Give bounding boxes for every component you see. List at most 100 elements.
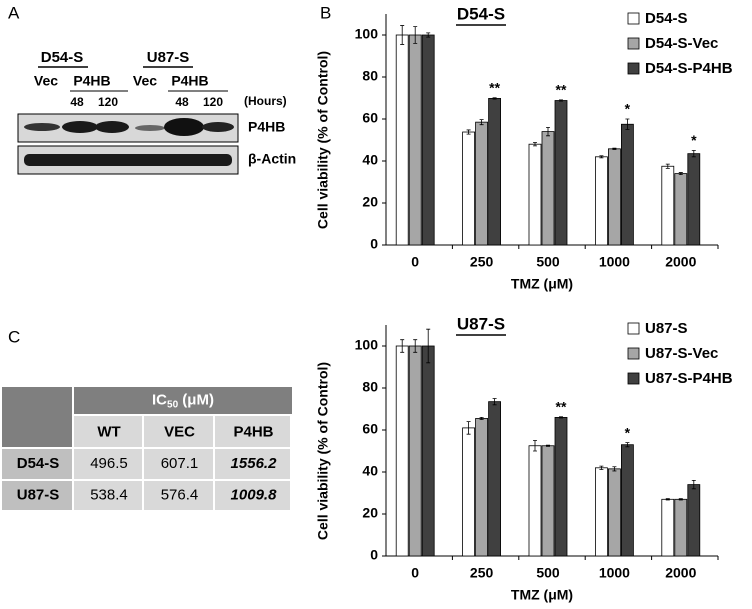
bar [687, 484, 701, 557]
error-bar [400, 339, 405, 353]
table-header-cell [2, 387, 72, 447]
table-cell [144, 449, 213, 479]
bar [595, 467, 608, 557]
x-tick-label: 2000 [665, 254, 696, 270]
error-bar [492, 398, 497, 406]
blot-band [24, 123, 60, 131]
y-tick-label: 40 [362, 152, 378, 168]
bar [554, 416, 568, 557]
y-axis-label: Cell viability (% of Control) [315, 362, 331, 540]
error-bar [691, 150, 696, 158]
table-header-cell [74, 387, 292, 414]
legend-swatch [627, 37, 640, 50]
error-bar [426, 32, 431, 38]
significance: * [625, 424, 631, 440]
legend-label: U87-S-P4HB [645, 370, 733, 387]
legend-label: D54-S [645, 10, 688, 27]
error-bar [559, 416, 563, 419]
bar [421, 345, 435, 557]
bar [595, 156, 608, 246]
bar [674, 173, 688, 246]
chart-title: D54-S [457, 4, 505, 23]
lane-label: Vec [34, 73, 58, 89]
legend-swatch [627, 347, 640, 360]
y-tick-label: 80 [362, 68, 378, 84]
table-cell [74, 481, 142, 510]
error-bar [400, 25, 405, 45]
table-header: IC50 (μM) [152, 391, 214, 410]
y-tick-label: 20 [362, 194, 378, 210]
significance: ** [556, 82, 567, 98]
blot-band [135, 125, 165, 131]
bar [608, 148, 621, 246]
hour-label: 120 [203, 95, 223, 109]
bar [528, 143, 542, 246]
blot-band [24, 154, 232, 166]
table-cell [144, 416, 213, 447]
error-bar [546, 127, 550, 137]
table-value: 607.1 [161, 455, 199, 472]
error-bar [479, 417, 484, 420]
hours-label: (Hours) [244, 94, 287, 108]
legend-label: D54-S-P4HB [645, 60, 733, 77]
bar [395, 34, 409, 246]
y-tick-label: 100 [355, 26, 379, 42]
legend-label: U87-S [645, 320, 688, 337]
bar [554, 100, 568, 246]
y-tick-label: 0 [370, 547, 378, 563]
significance: * [625, 101, 631, 117]
legend-swatch [627, 12, 640, 25]
band-label: β-Actin [248, 151, 296, 167]
bar [674, 498, 688, 557]
error-bar [559, 99, 563, 102]
bar [661, 498, 675, 557]
bar [488, 401, 502, 557]
bar [462, 131, 476, 246]
error-bar [492, 97, 497, 100]
x-tick-label: 0 [411, 565, 419, 581]
blot-band [95, 121, 129, 133]
x-tick-label: 500 [536, 565, 560, 581]
lane-label: P4HB [73, 73, 110, 89]
ic50-table: IC50 (μM) WT VEC P4HB D54-S 496.5 607.1 1556.2 U… [2, 387, 292, 510]
table-cell [215, 416, 290, 447]
y-tick-label: 60 [362, 110, 378, 126]
table-value: 1009.8 [231, 486, 278, 503]
bar [408, 34, 422, 246]
x-axis-label: TMZ (μM) [511, 276, 573, 292]
error-bar [466, 421, 471, 435]
table-header-part: (μM) [178, 391, 214, 408]
hour-label: 48 [70, 95, 84, 109]
y-tick-label: 40 [362, 463, 378, 479]
error-bar [691, 480, 696, 490]
y-axis-label: Cell viability (% of Control) [315, 51, 331, 229]
table-value: 538.4 [90, 486, 128, 503]
error-bar [533, 440, 537, 452]
table-value: 576.4 [161, 486, 199, 503]
bar [475, 418, 489, 557]
y-tick-label: 0 [370, 236, 378, 252]
significance: ** [556, 398, 567, 414]
table-column-header: VEC [164, 423, 195, 440]
blot-group: U87-S [147, 49, 190, 66]
lane-label: Vec [133, 73, 157, 89]
band-label: P4HB [248, 119, 285, 135]
x-axis-label: TMZ (μM) [511, 587, 573, 603]
panel-label: A [8, 3, 20, 22]
blot-group: D54-S [41, 49, 84, 66]
table-header-part: IC [152, 391, 167, 408]
error-bar [533, 142, 537, 147]
table-row-header: D54-S [17, 455, 60, 472]
bar [408, 345, 422, 557]
bar [475, 121, 489, 246]
bar [687, 153, 701, 246]
table-cell [215, 449, 290, 479]
table-column-header: P4HB [233, 423, 273, 440]
table-value: 496.5 [90, 455, 128, 472]
blot-band [62, 121, 98, 133]
significance: ** [489, 79, 500, 95]
y-tick-label: 20 [362, 505, 378, 521]
blot-band [164, 118, 204, 136]
table-cell [2, 449, 72, 479]
